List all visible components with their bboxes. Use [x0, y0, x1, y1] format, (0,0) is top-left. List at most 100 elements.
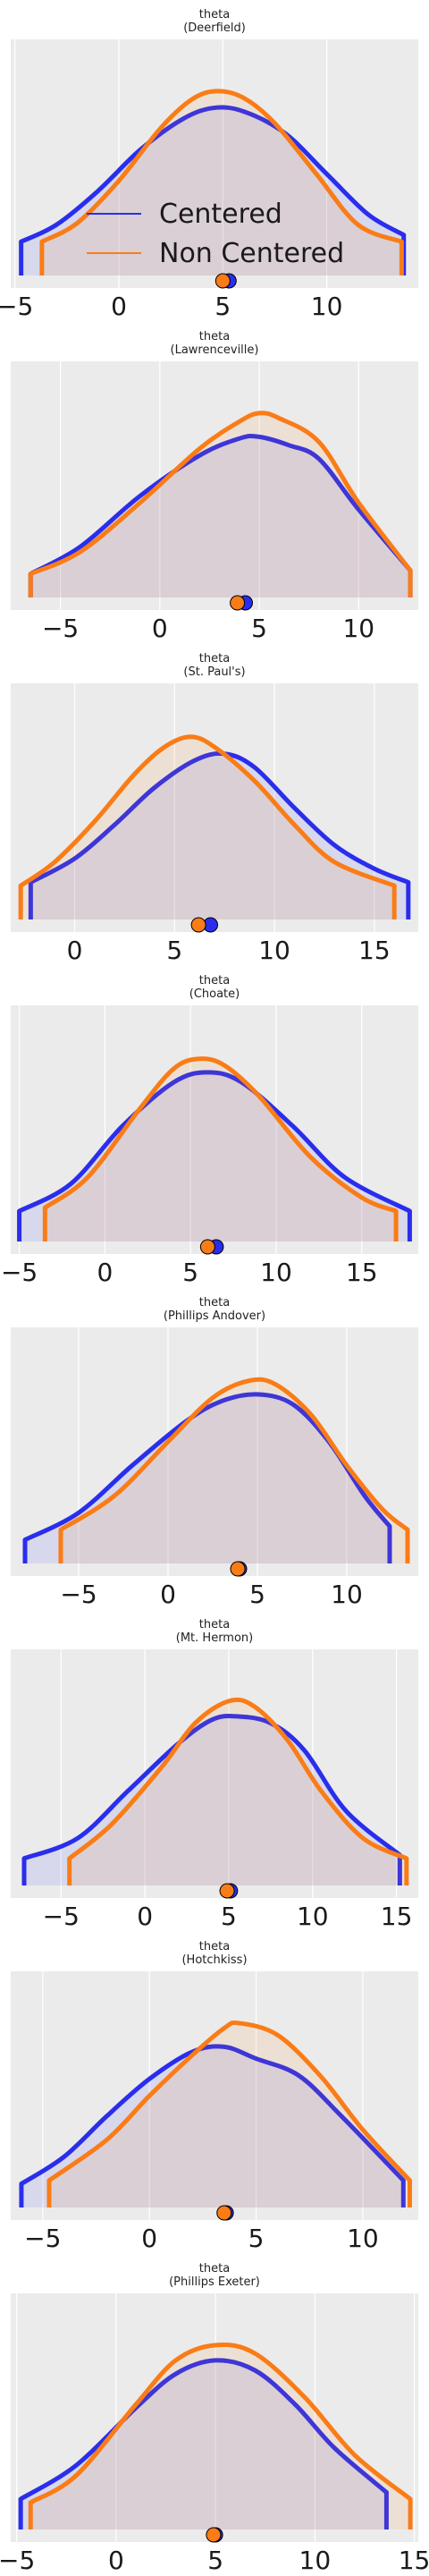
x-tick-label: 0 — [141, 2224, 157, 2253]
x-tick-label: 0 — [152, 614, 168, 643]
x-tick-label: 15 — [346, 1258, 378, 1287]
centered-density-fill — [30, 436, 411, 597]
x-tick-label: 5 — [249, 1580, 265, 1609]
non-centered-density-curve — [18, 734, 397, 888]
chart-title: theta — [199, 1940, 230, 1953]
chart-panel: theta(Phillips Andover) −5 0 5 10 — [11, 1296, 418, 1609]
chart-panel: theta(St. Paul's) 0 5 10 15 — [11, 652, 418, 965]
centered-density-fill — [25, 1394, 390, 1563]
x-tick-label: 0 — [97, 1258, 113, 1287]
x-tick-label: 15 — [381, 1902, 413, 1931]
legend-label: Non Centered — [159, 238, 344, 269]
axes-background — [11, 39, 418, 288]
chart-title: theta — [199, 1618, 230, 1631]
non-centered-mean-marker — [199, 1239, 215, 1255]
axes-background — [11, 2293, 418, 2542]
centered-density-fill — [21, 107, 404, 275]
chart-panel: theta(Mt. Hermon) −5 0 5 10 15 — [11, 1618, 418, 1931]
chart-subtitle: (Phillips Exeter) — [169, 2275, 260, 2289]
non-centered-mean-marker — [190, 917, 206, 933]
chart-title: theta — [199, 2262, 230, 2275]
x-tick-label: 10 — [297, 1902, 329, 1931]
non-centered-density-curve — [67, 1697, 409, 1861]
axes-background — [11, 361, 418, 610]
non-centered-mean-marker — [216, 2205, 232, 2221]
x-tick-label: 10 — [347, 2224, 379, 2253]
chart-title: theta — [199, 8, 230, 21]
centered-density-fill — [19, 1072, 410, 1241]
non-centered-density-fill — [41, 90, 402, 275]
chart-subtitle: (Choate) — [189, 987, 240, 1001]
x-tick-label: 10 — [342, 614, 374, 643]
x-tick-label: 5 — [207, 2546, 223, 2575]
centered-density-curve — [18, 2358, 389, 2502]
chart-subtitle: (Phillips Andover) — [164, 1309, 265, 1323]
x-tick-label: −5 — [24, 2224, 61, 2253]
x-tick-label: 15 — [358, 936, 391, 965]
x-tick-label: 10 — [311, 292, 343, 321]
x-tick-label: 0 — [67, 936, 83, 965]
axes-background — [11, 683, 418, 932]
centered-density-curve — [21, 1714, 402, 1861]
non-centered-mean-marker — [206, 2527, 222, 2543]
chart-title: theta — [199, 1296, 230, 1309]
chart-title: theta — [199, 974, 230, 987]
x-tick-label: 10 — [258, 936, 290, 965]
non-centered-density-fill — [69, 1699, 407, 1885]
x-tick-label: 15 — [399, 2546, 429, 2575]
non-centered-density-fill — [30, 2344, 411, 2529]
x-tick-label: 5 — [166, 936, 182, 965]
x-tick-label: 5 — [221, 1902, 237, 1931]
chart-panel: theta(Choate) −5 0 5 10 15 — [1, 974, 418, 1287]
centered-density-curve — [19, 2044, 406, 2187]
non-centered-mean-marker — [230, 1561, 246, 1577]
chart-title: theta — [199, 652, 230, 665]
x-tick-label: 0 — [160, 1580, 176, 1609]
x-tick-label: 5 — [182, 1258, 198, 1287]
x-tick-label: 5 — [214, 292, 231, 321]
non-centered-mean-marker — [219, 1883, 235, 1899]
non-centered-mean-marker — [230, 595, 246, 611]
x-tick-label: 10 — [260, 1258, 292, 1287]
axes-background — [11, 1005, 418, 1254]
non-centered-density-fill — [45, 1058, 397, 1241]
centered-density-curve — [19, 105, 407, 244]
chart-panel: theta(Deerfield) −5 0 5 10 Centered Non Center… — [0, 8, 418, 321]
chart-subtitle: (Mt. Hermon) — [176, 1631, 253, 1645]
non-centered-density-fill — [30, 412, 411, 597]
non-centered-density-fill — [21, 736, 395, 919]
x-tick-label: −5 — [0, 2546, 35, 2575]
chart-panel: theta(Phillips Exeter) −5 0 5 10 15 — [0, 2262, 429, 2575]
x-tick-label: 0 — [137, 1902, 153, 1931]
non-centered-density-curve — [42, 1056, 399, 1214]
x-tick-label: −5 — [43, 1902, 80, 1931]
non-centered-density-curve — [28, 2342, 413, 2505]
chart-title: theta — [199, 330, 230, 343]
centered-density-fill — [21, 2360, 387, 2529]
legend: Centered Non Centered — [87, 199, 344, 269]
centered-density-curve — [17, 1070, 412, 1214]
centered-density-fill — [24, 1716, 400, 1885]
non-centered-density-curve — [39, 89, 404, 244]
chart-subtitle: (Lawrenceville) — [171, 343, 259, 357]
x-tick-label: −5 — [0, 292, 33, 321]
centered-density-fill — [30, 753, 408, 919]
chart-subtitle: (Hotchkiss) — [181, 1953, 247, 1967]
chart-subtitle: (St. Paul's) — [183, 665, 245, 679]
centered-density-fill — [21, 2046, 404, 2207]
chart-subtitle: (Deerfield) — [183, 21, 246, 35]
x-tick-label: 5 — [251, 614, 267, 643]
non-centered-density-curve — [46, 2020, 412, 2183]
non-centered-density-fill — [48, 2022, 410, 2207]
centered-density-curve — [28, 433, 413, 577]
non-centered-density-curve — [28, 411, 413, 577]
chart-panel: theta(Hotchkiss) −5 0 5 10 — [11, 1940, 418, 2253]
x-tick-label: 0 — [108, 2546, 124, 2575]
non-centered-mean-marker — [214, 273, 231, 289]
axes-background — [11, 1971, 418, 2220]
x-tick-label: 5 — [248, 2224, 265, 2253]
non-centered-density-fill — [61, 1379, 408, 1563]
chart-panel: theta(Lawrenceville) −5 0 5 10 — [11, 330, 418, 643]
x-tick-label: −5 — [42, 614, 79, 643]
